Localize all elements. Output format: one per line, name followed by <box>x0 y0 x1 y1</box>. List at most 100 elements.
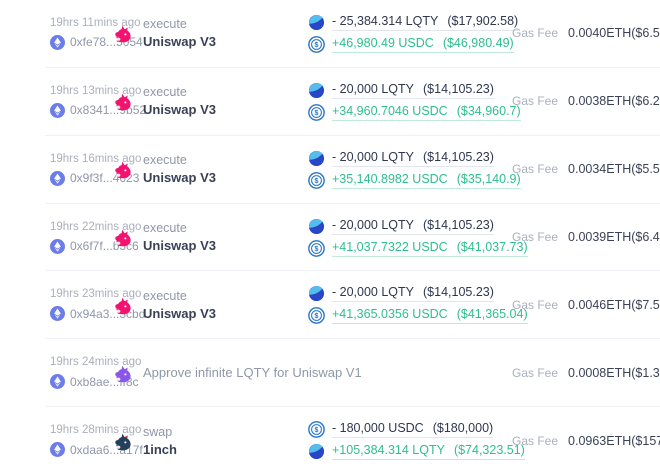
transfer-out-link[interactable]: - 180,000 USDC ($180,000) <box>332 421 494 439</box>
transaction-row: 19hrs 16mins ago 0x9f3f...4623 execute U… <box>0 136 660 203</box>
transaction-row: 19hrs 22mins ago 0x6f7f...b3c6 execute U… <box>0 204 660 271</box>
uniswap-v3-icon <box>112 226 134 248</box>
transfer-out-usd: ($17,902.58) <box>447 13 519 28</box>
row-divider <box>45 66 660 68</box>
tx-action-text: execute Uniswap V3 <box>143 289 216 321</box>
transfer-in-link[interactable]: +105,384.314 LQTY ($74,323.51) <box>332 443 525 461</box>
tx-action: execute Uniswap V3 <box>112 153 308 185</box>
tx-transfers: - 20,000 LQTY ($14,105.23) +41,037.7322 U… <box>308 218 528 257</box>
transfer-in-usd: ($34,960.7) <box>456 103 521 118</box>
transfer-in: +41,037.7322 USDC ($41,037.73) <box>308 240 528 257</box>
transaction-row: 19hrs 24mins ago 0xb8ae...ff8c Approve i… <box>0 339 660 406</box>
lqty-token-icon <box>308 150 325 167</box>
eth-badge-icon <box>50 103 65 118</box>
transfer-in: +34,960.7046 USDC ($34,960.7) <box>308 104 521 121</box>
usdc-token-icon <box>308 307 325 324</box>
transfer-out: - 20,000 LQTY ($14,105.23) <box>308 150 512 167</box>
tx-transfers: - 20,000 LQTY ($14,105.23) +34,960.7046 U… <box>308 82 521 121</box>
transfer-in: +35,140.8982 USDC ($35,140.9) <box>308 172 521 189</box>
tx-address-link[interactable]: 0x6f7f...b3c6 <box>50 239 139 254</box>
tx-action-label: execute <box>143 85 187 100</box>
transfer-in-link[interactable]: +34,960.7046 USDC ($34,960.7) <box>332 104 521 121</box>
tx-address-link[interactable]: 0xfe78...5054 <box>50 35 143 50</box>
tx-meta: 19hrs 23mins ago 0x94a3...3cbd <box>50 288 145 321</box>
transfer-in-link[interactable]: +35,140.8982 USDC ($35,140.9) <box>332 172 521 189</box>
transfer-in-link[interactable]: +46,980.49 USDC ($46,980.49) <box>332 36 514 53</box>
gas-fee-value: 0.0034ETH($5.58) <box>568 162 660 177</box>
transfer-in-usd: ($46,980.49) <box>442 35 514 50</box>
row-divider <box>45 202 660 204</box>
tx-action: execute Uniswap V3 <box>112 289 308 321</box>
transfer-out-amount: - 20,000 LQTY <box>332 149 414 164</box>
gas-fee-label: Gas Fee <box>512 230 559 244</box>
transfer-out-link[interactable]: - 20,000 LQTY ($14,105.23) <box>332 82 494 99</box>
transfer-in-link[interactable]: +41,365.0356 USDC ($41,365.04) <box>332 307 528 325</box>
transfer-out: - 20,000 LQTY ($14,105.23) <box>308 218 512 235</box>
lqty-token-icon <box>308 14 325 31</box>
transfer-in-amount: +35,140.8982 USDC <box>332 171 448 186</box>
transfer-in-amount: +105,384.314 LQTY <box>332 443 445 458</box>
transfer-out-link[interactable]: - 20,000 LQTY ($14,105.23) <box>332 150 494 167</box>
tx-meta: 19hrs 11mins ago 0xfe78...5054 <box>50 17 143 50</box>
tx-time: 19hrs 23mins ago <box>50 288 142 301</box>
uniswap-v3-icon <box>112 90 134 112</box>
tx-protocol-name: 1inch <box>143 441 177 457</box>
gas-fee-value: 0.0038ETH($6.20) <box>568 94 660 109</box>
transfer-in-link[interactable]: +41,037.7322 USDC ($41,037.73) <box>332 240 528 257</box>
transfer-in-amount: +41,037.7322 USDC <box>332 239 448 254</box>
tx-action: swap 1inch <box>112 425 308 457</box>
row-divider <box>45 134 660 136</box>
tx-action-text: swap 1inch <box>143 425 177 457</box>
tx-address-link[interactable]: 0xdaa6...a17f <box>50 442 143 457</box>
transfer-out-amount: - 20,000 LQTY <box>332 285 414 300</box>
transfer-out-usd: ($180,000) <box>432 421 494 436</box>
tx-action-text: execute Uniswap V3 <box>143 85 216 117</box>
transaction-row: 19hrs 28mins ago 0xdaa6...a17f swap 1inc… <box>0 407 660 474</box>
tx-gas: Gas Fee 0.0034ETH($5.58) <box>512 162 660 176</box>
lqty-token-icon <box>308 443 325 460</box>
tx-gas: Gas Fee 0.0039ETH($6.43) <box>512 230 660 244</box>
gas-fee-value: 0.0039ETH($6.43) <box>568 230 660 244</box>
transfer-in-usd: ($35,140.9) <box>456 171 521 186</box>
usdc-token-icon <box>308 421 325 438</box>
transfer-out-usd: ($14,105.23) <box>423 81 494 96</box>
transfer-out-amount: - 20,000 LQTY <box>332 217 414 232</box>
uniswap-v3-icon <box>112 158 134 180</box>
lqty-token-icon <box>308 285 325 302</box>
transfer-out-amount: - 25,384.314 LQTY <box>332 13 439 28</box>
transfer-out-link[interactable]: - 25,384.314 LQTY ($17,902.58) <box>332 13 519 31</box>
eth-badge-icon <box>50 442 65 457</box>
uniswap-v3-icon <box>112 22 134 44</box>
usdc-token-icon <box>308 240 325 257</box>
tx-address-link[interactable]: 0x94a3...3cbd <box>50 306 145 321</box>
tx-protocol-name: Uniswap V3 <box>143 305 216 321</box>
tx-address-link[interactable]: 0x9f3f...4623 <box>50 171 139 186</box>
eth-badge-icon <box>50 171 65 186</box>
transfer-out-amount: - 180,000 USDC <box>332 421 424 436</box>
uniswap-v1-icon <box>112 362 134 384</box>
eth-badge-icon <box>50 374 65 389</box>
tx-address-link[interactable]: 0xb8ae...ff8c <box>50 374 139 389</box>
transfer-out: - 25,384.314 LQTY ($17,902.58) <box>308 14 519 31</box>
tx-action-text: Approve infinite LQTY for Uniswap V1 <box>143 365 362 380</box>
usdc-token-icon <box>308 36 325 53</box>
row-divider <box>45 270 660 272</box>
tx-action-label: execute <box>143 221 187 235</box>
transfer-out-link[interactable]: - 20,000 LQTY ($14,105.23) <box>332 218 494 235</box>
transfer-in: +46,980.49 USDC ($46,980.49) <box>308 36 514 53</box>
usdc-token-icon <box>308 104 325 121</box>
transfer-out-usd: ($14,105.23) <box>423 149 494 164</box>
transfer-out-link[interactable]: - 20,000 LQTY ($14,105.23) <box>332 285 494 303</box>
transaction-row: 19hrs 13mins ago 0x8341...9b52 execute U… <box>0 68 660 135</box>
eth-badge-icon <box>50 239 65 254</box>
1inch-icon <box>112 430 134 452</box>
tx-transfers: - 20,000 LQTY ($14,105.23) +41,365.0356 U… <box>308 285 528 325</box>
transfer-in-amount: +46,980.49 USDC <box>332 35 434 50</box>
tx-action: execute Uniswap V3 <box>112 221 308 253</box>
tx-protocol-name: Uniswap V3 <box>143 102 216 118</box>
gas-fee-label: Gas Fee <box>512 365 559 380</box>
transfer-in-usd: ($74,323.51) <box>453 443 525 458</box>
transfer-in: +105,384.314 LQTY ($74,323.51) <box>308 443 525 461</box>
tx-address-link[interactable]: 0x8341...9b52 <box>50 103 146 118</box>
eth-badge-icon <box>50 35 65 50</box>
